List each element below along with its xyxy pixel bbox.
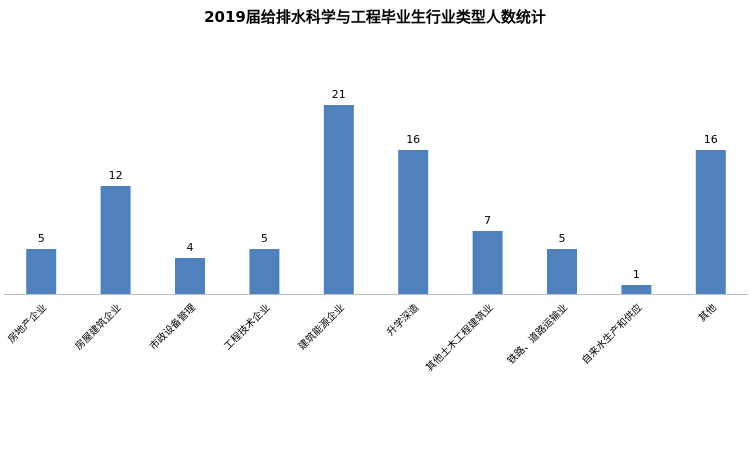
bar-1 [100, 186, 131, 294]
bar-9 [695, 150, 726, 294]
chart-title: 2019届给排水科学与工程毕业生行业类型人数统计 [204, 8, 546, 26]
bars-group [26, 105, 726, 294]
x-tick-label-1: 房屋建筑企业 [72, 301, 124, 353]
data-label-0: 5 [38, 232, 45, 245]
x-tick-label-3: 工程技术企业 [221, 301, 273, 353]
x-tick-label-4: 建筑能源企业 [295, 301, 347, 353]
x-tick-label-9: 其他 [696, 301, 719, 324]
x-tick-label-2: 市政设备管理 [147, 301, 199, 353]
x-tick-label-7: 铁路、道路运输业 [504, 301, 570, 367]
data-label-2: 4 [187, 241, 194, 254]
x-tick-label-0: 房地产企业 [5, 301, 50, 346]
bar-6 [472, 231, 503, 294]
data-label-8: 1 [633, 268, 640, 281]
data-label-4: 21 [332, 88, 346, 101]
bar-7 [547, 249, 577, 294]
x-tick-labels-group: 房地产企业 房屋建筑企业 市政设备管理 工程技术企业 建筑能源企业 升学深造 其他土木工程建… [5, 301, 719, 374]
bar-5 [398, 150, 429, 294]
x-tick-label-6: 其他土木工程建筑业 [423, 301, 496, 374]
x-tick-label-8: 自来水生产和供应 [579, 301, 645, 367]
bar-4 [323, 105, 354, 294]
data-label-9: 16 [704, 133, 718, 146]
data-label-5: 16 [406, 133, 420, 146]
bar-8 [621, 285, 652, 294]
x-tick-label-5: 升学深造 [384, 301, 421, 338]
data-labels-group: 5 12 4 5 21 16 7 5 1 16 [38, 88, 718, 281]
data-label-6: 7 [484, 214, 491, 227]
bar-0 [26, 249, 57, 294]
data-label-3: 5 [261, 232, 268, 245]
bar-3 [249, 249, 280, 294]
bar-2 [175, 258, 205, 294]
data-label-7: 5 [559, 232, 566, 245]
data-label-1: 12 [109, 169, 123, 182]
